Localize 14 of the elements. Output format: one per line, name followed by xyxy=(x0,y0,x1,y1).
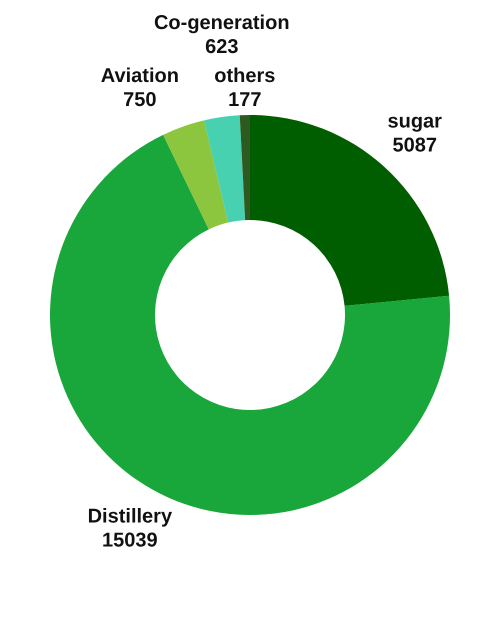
data-label: 177 xyxy=(228,89,262,111)
donut-slice xyxy=(204,115,246,223)
data-label: 750 xyxy=(123,89,157,111)
donut-slice xyxy=(163,120,228,230)
slice-label: Distillery xyxy=(88,506,173,528)
slice-label: Co-generation xyxy=(154,12,290,34)
donut-slice xyxy=(250,115,450,306)
slice-label: sugar xyxy=(387,110,442,133)
donut-slice xyxy=(240,115,250,220)
slice-label: others xyxy=(214,65,276,87)
data-label: 15039 xyxy=(102,530,158,552)
slice-label: Aviation xyxy=(100,65,179,87)
data-label: 623 xyxy=(205,36,238,58)
data-label: 5087 xyxy=(392,134,437,157)
